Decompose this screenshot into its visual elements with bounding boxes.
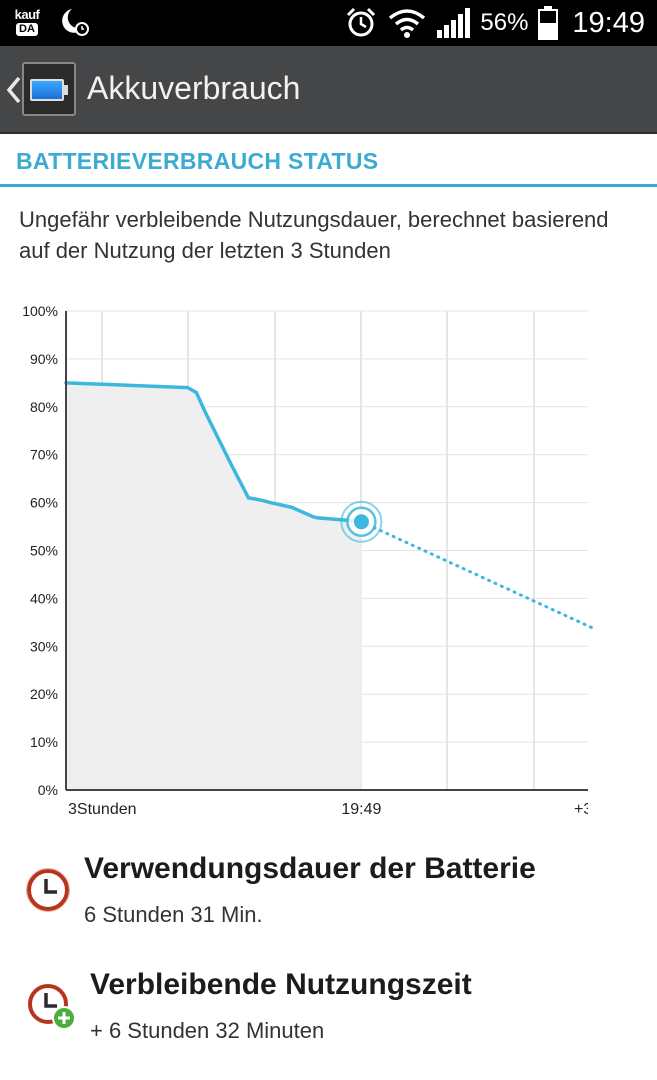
- section-description: Ungefähr verbleibende Nutzungsdauer, ber…: [19, 207, 609, 263]
- y-tick-label: 100%: [22, 303, 58, 319]
- status-bar-left: kauf DA: [10, 6, 92, 38]
- projection-line: [359, 520, 598, 632]
- section-header: BATTERIEVERBRAUCH STATUS: [16, 148, 379, 174]
- x-tick-label: 19:49: [341, 801, 381, 818]
- status-bar-right: 56% 19:49: [344, 0, 645, 46]
- kaufda-label-top: kauf: [14, 7, 40, 22]
- y-tick-label: 80%: [30, 399, 58, 415]
- current-marker-dot: [353, 514, 369, 530]
- usage-line: [64, 381, 364, 524]
- info-row-remaining-time: Verbleibende Nutzungszeit + 6 Stunden 32…: [0, 962, 657, 1062]
- info-value-usage-duration: 6 Stunden 31 Min.: [84, 902, 263, 927]
- y-tick-label: 70%: [30, 447, 58, 463]
- y-tick-label: 0%: [38, 782, 58, 798]
- y-tick-label: 90%: [30, 351, 58, 367]
- info-title-remaining-time: Verbleibende Nutzungszeit: [90, 968, 472, 1001]
- info-row-usage-duration: Verwendungsdauer der Batterie 6 Stunden …: [0, 846, 657, 946]
- battery-icon: [538, 6, 559, 40]
- battery-percent: 56%: [480, 9, 529, 36]
- section-divider: [0, 184, 657, 187]
- signal-strength-icon: [437, 8, 471, 38]
- current-marker-ring-outer: [340, 500, 383, 543]
- y-tick-label: 40%: [30, 590, 58, 606]
- status-bar: kauf DA 56%: [0, 0, 657, 46]
- clock: 19:49: [572, 6, 645, 39]
- back-chevron-icon[interactable]: [4, 74, 24, 106]
- x-tick-label: 3Stunden: [68, 801, 137, 818]
- y-tick-label: 30%: [30, 638, 58, 654]
- wifi-icon: [389, 9, 426, 38]
- page-title: Akkuverbrauch: [87, 70, 301, 106]
- battery-app-icon[interactable]: [22, 62, 76, 116]
- kaufda-app-icon: kauf DA: [10, 6, 44, 38]
- clock-plus-icon: [28, 984, 76, 1030]
- y-tick-label: 60%: [30, 495, 58, 511]
- usage-area-fill: [66, 382, 362, 790]
- moon-icon: [62, 9, 89, 36]
- y-tick-label: 20%: [30, 686, 58, 702]
- y-tick-label: 50%: [30, 543, 58, 559]
- info-value-remaining-time: + 6 Stunden 32 Minuten: [90, 1018, 325, 1043]
- info-title-usage-duration: Verwendungsdauer der Batterie: [84, 852, 536, 885]
- action-bar: Akkuverbrauch: [0, 46, 657, 134]
- kaufda-label-bottom: DA: [16, 23, 38, 36]
- y-tick-label: 10%: [30, 734, 58, 750]
- battery-usage-chart: 100% 90% 80% 70% 60% 50% 40% 30% 20% 10% 0% 3Stunde…: [22, 303, 598, 818]
- x-tick-label: +3: [574, 801, 592, 818]
- clock-icon: [26, 868, 70, 912]
- alarm-clock-icon: [347, 7, 376, 37]
